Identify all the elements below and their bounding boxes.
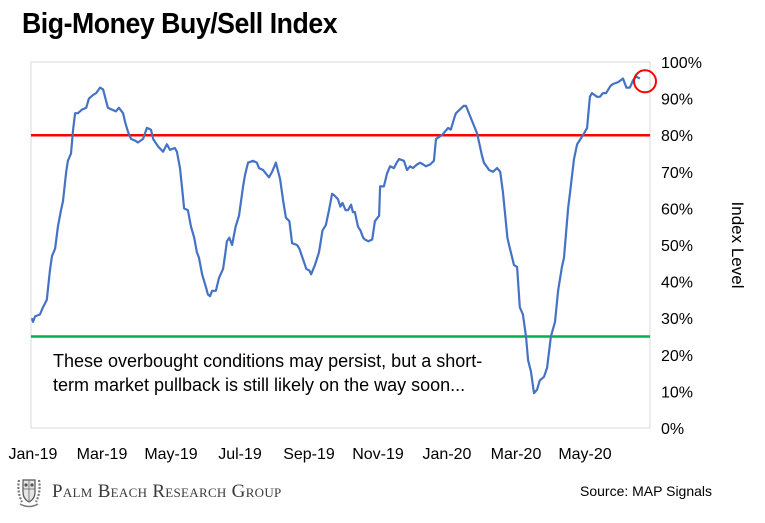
brand-logo: Palm Beach Research Group [14,474,282,510]
y-tick-label: 30% [661,311,693,328]
y-tick-label: 90% [661,92,693,109]
x-tick-label: Mar-20 [491,446,542,463]
y-axis-ticks: 0% 10% 20% 30% 40% 50% 60% 70% 80% 90% 100% [661,55,702,438]
y-axis-label: Index Level [728,202,747,289]
x-tick-label: Nov-19 [352,446,404,463]
y-tick-label: 80% [661,128,693,145]
x-tick-label: Sep-19 [283,446,335,463]
series-line [30,75,641,395]
latest-reading-highlight-circle [633,69,657,94]
annotation-line-2: term market pullback is still likely on … [53,375,466,395]
source-note: Source: MAP Signals [580,483,713,499]
y-tick-label: 40% [661,275,693,292]
y-tick-label: 50% [661,238,693,255]
y-tick-label: 70% [661,165,693,182]
x-tick-label: Mar-19 [77,446,128,463]
annotation-text: These overbought conditions may persist,… [53,349,533,397]
series-group [30,75,641,395]
x-tick-label: May-19 [144,446,197,463]
y-tick-label: 0% [661,421,684,438]
plot-area-border [30,61,651,429]
x-tick-label: Jul-19 [218,446,262,463]
y-tick-label: 10% [661,384,693,401]
crest-logo-icon [17,479,41,508]
chart-title: Big-Money Buy/Sell Index [22,8,338,40]
y-tick-label: 100% [661,55,702,72]
reference-lines [31,133,650,338]
x-tick-label: May-20 [558,446,611,463]
y-tick-label: 60% [661,201,693,218]
annotation-line-1: These overbought conditions may persist,… [53,351,483,371]
x-axis-ticks: Jan-19 Mar-19 May-19 Jul-19 Sep-19 Nov-19 Jan-… [9,446,612,463]
brand-name: Palm Beach Research Group [52,481,282,502]
x-tick-label: Jan-19 [9,446,58,463]
x-tick-label: Jan-20 [423,446,472,463]
y-tick-label: 20% [661,348,693,365]
